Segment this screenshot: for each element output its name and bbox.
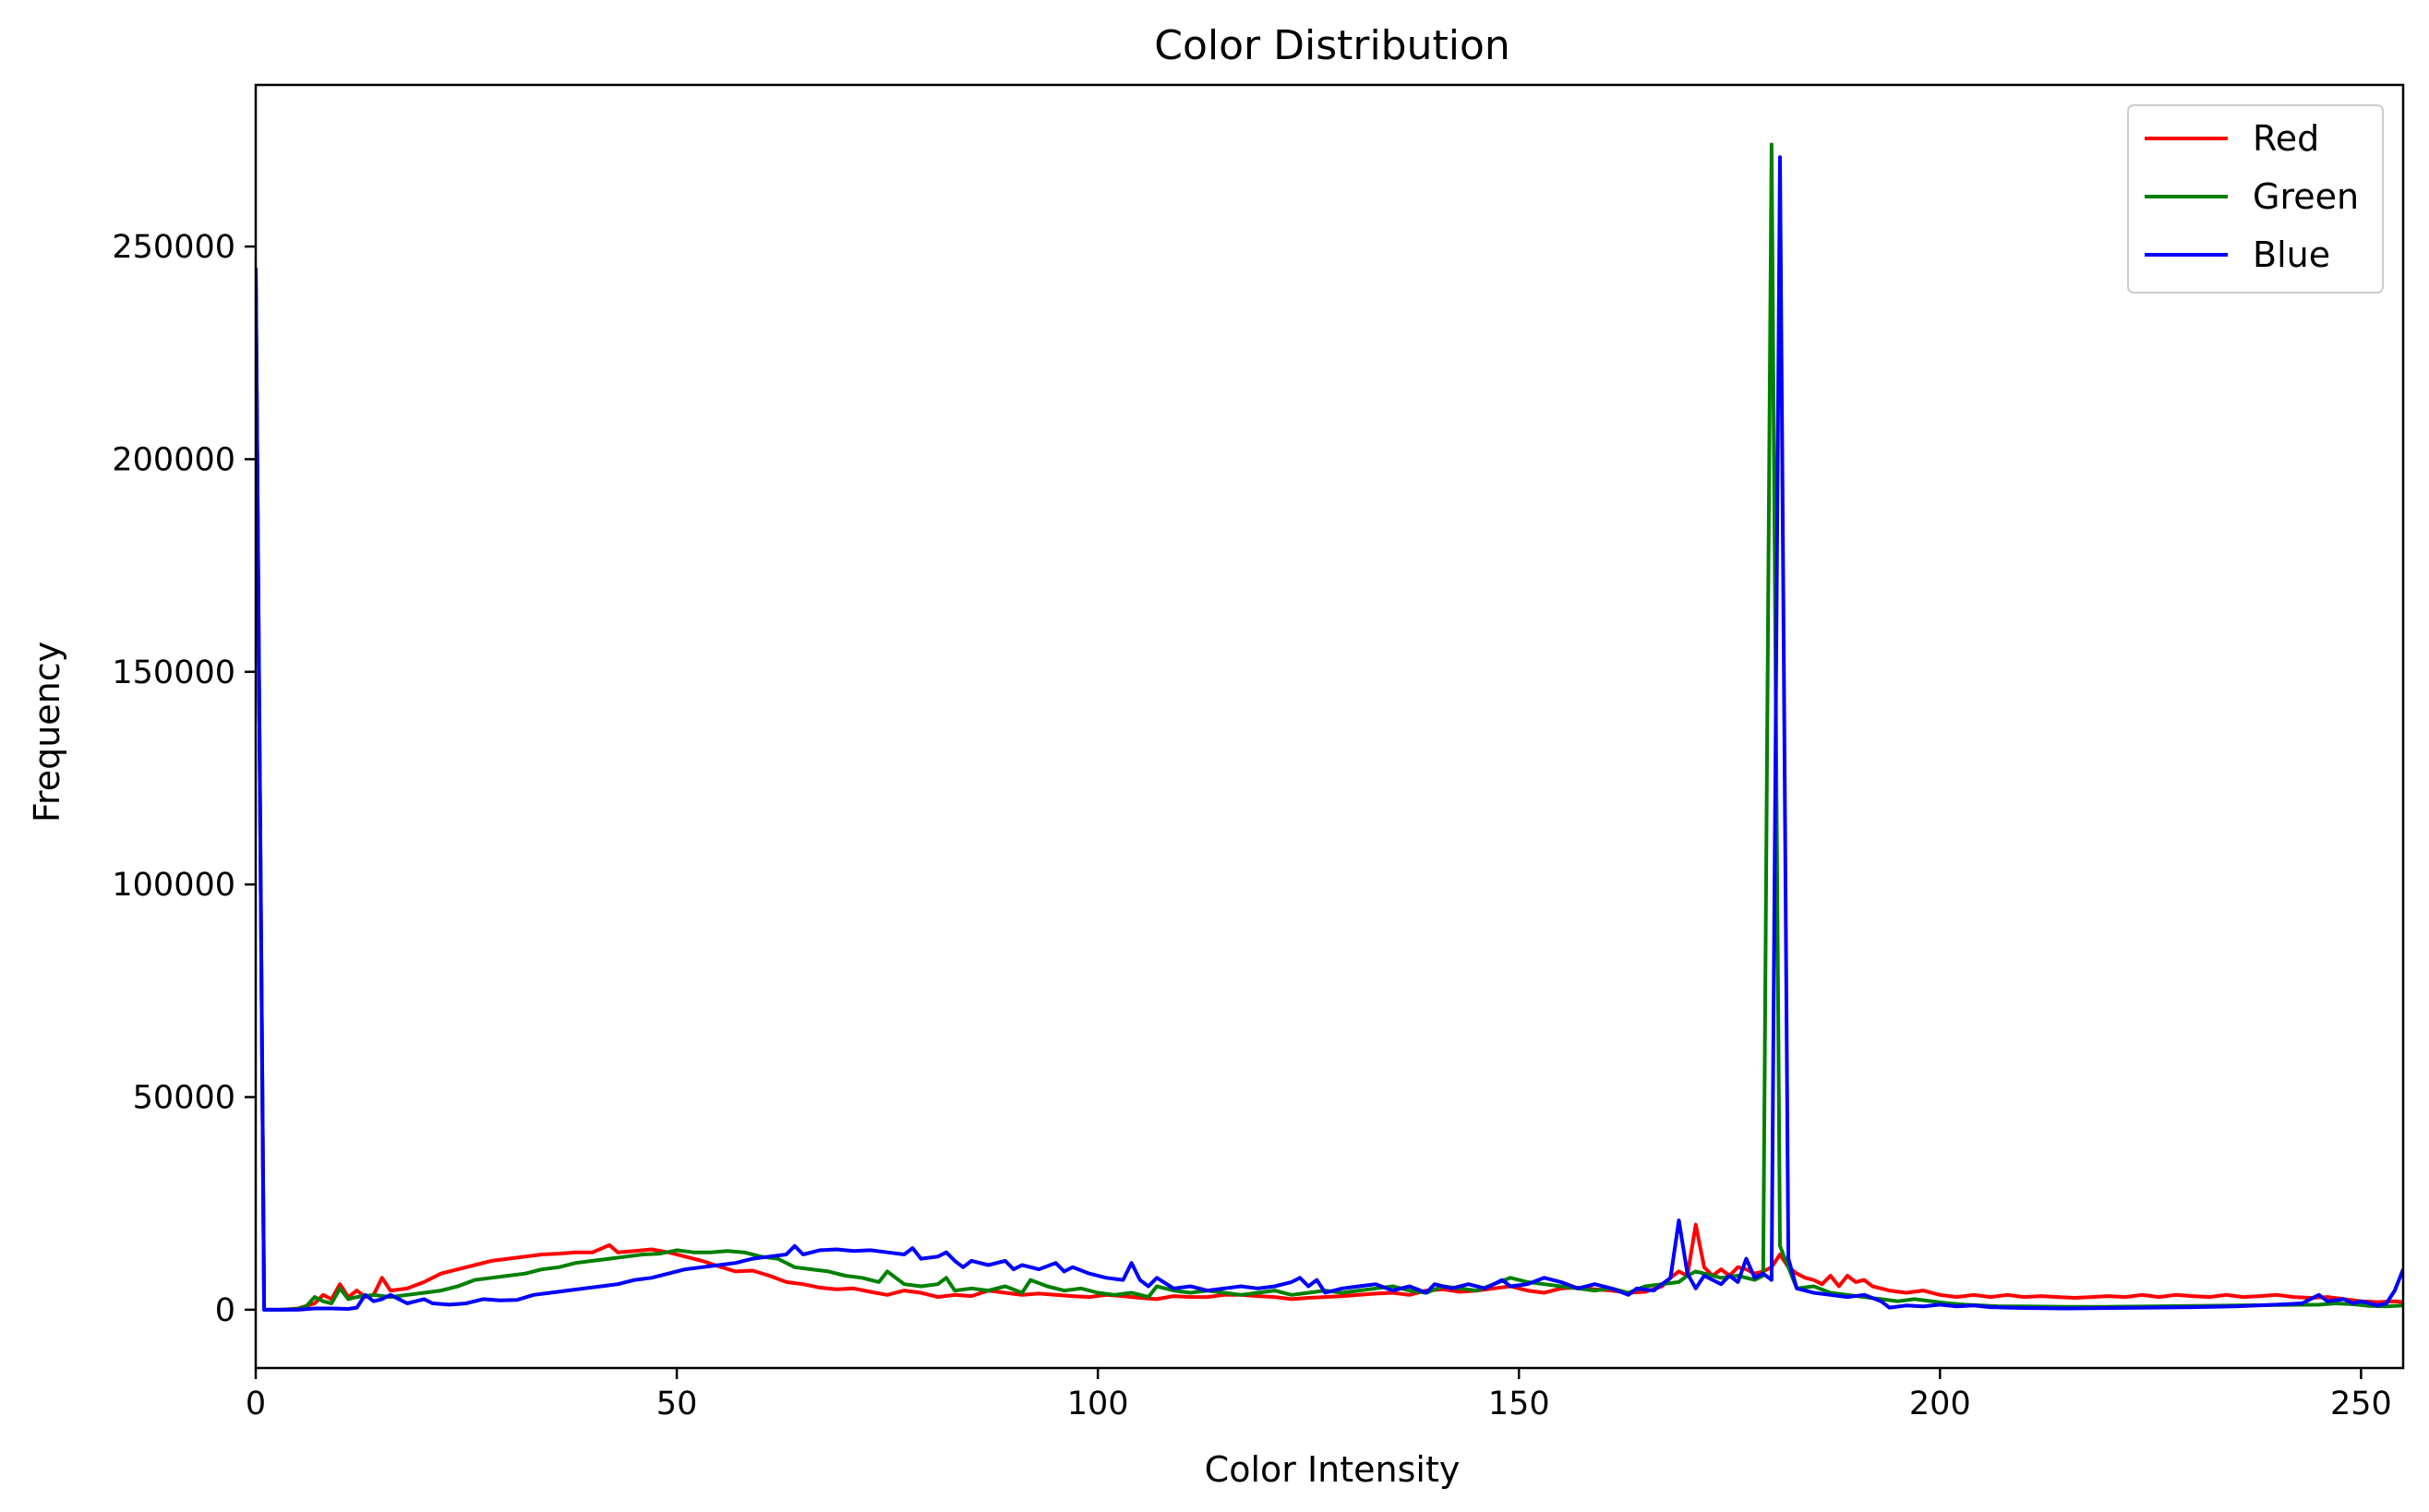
plot-frame [254,83,2405,1370]
y-axis: 0 50000 100000 150000 200000 250000 [112,229,256,1329]
y-tick-label: 200000 [112,441,235,478]
chart-title: Color Distribution [1154,22,1510,69]
legend-label-red: Red [2253,118,2319,159]
y-tick-label: 50000 [133,1080,235,1117]
legend-label-green: Green [2253,176,2359,217]
x-tick-label: 250 [2330,1386,2392,1422]
x-tick-label: 100 [1067,1386,1129,1422]
y-tick-label: 150000 [112,654,235,691]
legend-label-blue: Blue [2253,234,2330,275]
x-axis-label: Color Intensity [1205,1449,1461,1490]
x-tick-label: 0 [246,1386,266,1422]
x-axis: 0 50 100 150 200 250 [246,1368,2392,1422]
plot-area [256,142,2403,1312]
y-tick-label: 250000 [112,229,235,266]
series-line-blue [256,155,2403,1312]
x-tick-label: 150 [1488,1386,1550,1422]
y-tick-label: 100000 [112,867,235,904]
y-tick-label: 0 [215,1292,235,1329]
series-line-red [256,268,2403,1312]
x-tick-label: 200 [1909,1386,1971,1422]
legend: Red Green Blue [2127,104,2384,294]
legend-box [2127,104,2384,294]
x-tick-label: 50 [656,1386,698,1422]
y-axis-label: Frequency [27,642,67,822]
